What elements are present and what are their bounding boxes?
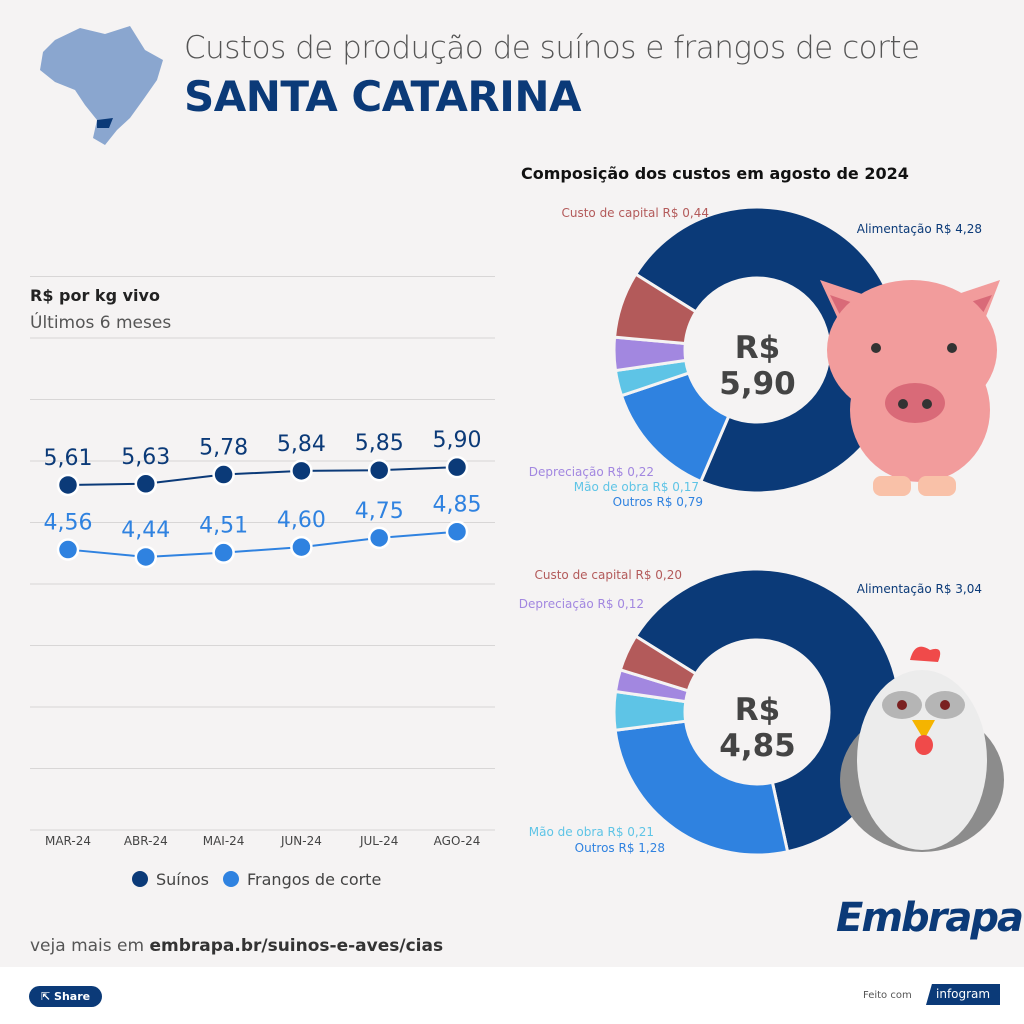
data-label: 5,63 [121,445,170,470]
embrapa-logo: Embrapa [836,895,1024,941]
data-point [134,545,158,569]
line-chart-title: R$ por kg vivo [30,286,160,305]
slice-label: Outros R$ 0,79 [613,495,703,509]
data-point [212,463,235,486]
data-label: 4,85 [433,493,482,518]
state-title: SANTA CATARINA [184,72,582,121]
slice-label: Alimentação R$ 4,28 [857,222,982,236]
data-label: 5,90 [433,428,482,453]
made-with-label: Feito com [863,990,912,1001]
more-info: veja mais em embrapa.br/suinos-e-aves/ci… [30,936,443,956]
slice-custo_capital [612,272,699,346]
line-chart-subtitle: Últimos 6 meses [30,313,172,333]
donut [612,567,902,857]
chicken-icon [840,646,1004,852]
x-tick-label: MAI-24 [203,834,245,848]
legend-dot [223,871,239,887]
data-point [445,520,469,543]
slice-label: Depreciação R$ 0,12 [519,597,644,611]
data-label: 4,51 [199,514,248,539]
legend-label: Frangos de corte [247,870,382,889]
data-point [445,455,469,479]
x-tick-label: MAR-24 [45,834,91,848]
footer [0,967,1024,1024]
more-prefix: veja mais em [30,936,150,956]
data-label: 4,60 [277,508,326,533]
legend-frangos[interactable]: Frangos de corte [223,870,381,889]
data-point [134,472,158,496]
slice-label: Mão de obra R$ 0,17 [574,480,699,494]
data-point [56,538,80,561]
x-tick-label: JUN-24 [280,834,322,848]
data-point [367,458,391,482]
data-label: 4,56 [44,511,93,536]
data-point [367,526,391,550]
series-line-0 [67,466,458,486]
slice-label: Depreciação R$ 0,22 [529,465,654,479]
title: Custos de produção de suínos e frangos d… [184,30,920,66]
legend-label: Suínos [156,870,210,889]
chicken-total: R$ 4,85 [719,692,796,764]
slice-outros [613,719,790,857]
x-tick-label: JUL-24 [359,834,398,848]
share-button[interactable]: ⇱ Share [29,986,103,1007]
data-label: 4,75 [355,499,404,524]
data-point [56,473,80,497]
series-line-1 [67,530,458,558]
pig-total: R$ 5,90 [719,330,796,402]
x-tick-label: AGO-24 [434,834,481,848]
slice-label: Outros R$ 1,28 [575,841,665,855]
slice-custo_capital [618,634,699,693]
pig-icon [820,280,1000,496]
slice-label: Alimentação R$ 3,04 [857,582,982,596]
data-point [290,535,313,559]
slice-label: Mão de obra R$ 0,21 [529,825,654,839]
data-label: 5,85 [355,431,404,456]
more-link[interactable]: embrapa.br/suinos-e-aves/cias [149,936,444,956]
data-label: 4,44 [121,518,170,543]
infogram-link[interactable]: infogram [926,984,1001,1005]
data-point [290,459,313,483]
data-label: 5,84 [277,432,326,457]
donut [612,205,902,495]
data-label: 5,78 [199,436,248,461]
data-point [212,541,235,564]
line-chart: MAR-24 ABR-24 MAI-24 JUN-24 JUL-24 AGO-24 5,61… [30,276,495,848]
slice-alimentacao [633,205,902,495]
share-icon: ⇱ [41,990,55,1003]
legend-dot [132,871,148,887]
data-label: 5,61 [44,446,93,471]
donut-title: Composição dos custos em agosto de 2024 [521,164,909,183]
slice-label: Custo de capital R$ 0,20 [534,568,682,582]
legend-suinos[interactable]: Suínos [132,870,209,889]
share-label: Share [54,990,91,1003]
x-tick-label: ABR-24 [124,834,168,848]
brazil-map-icon [40,26,163,145]
slice-label: Custo de capital R$ 0,44 [561,206,709,220]
slice-alimentacao [633,567,902,854]
